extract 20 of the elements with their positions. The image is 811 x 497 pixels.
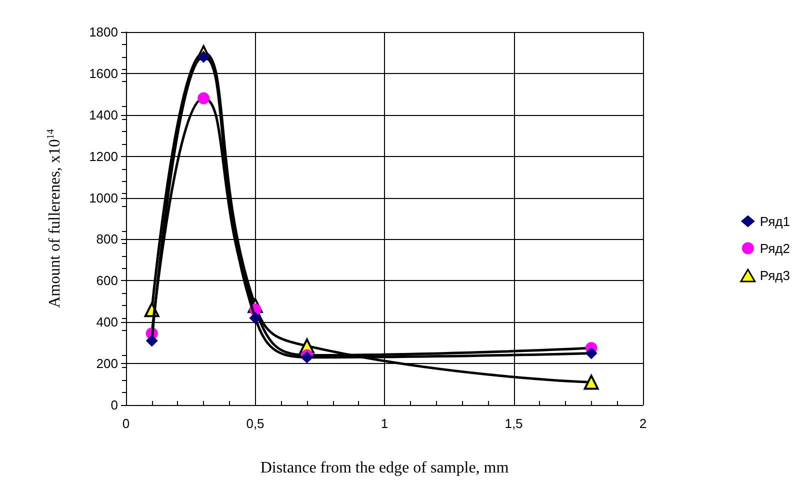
x-tick-label: 1 <box>380 416 388 431</box>
x-axis-title: Distance from the edge of sample, mm <box>260 460 510 476</box>
x-tick-label: 1,5 <box>504 416 523 431</box>
y-tick-label: 800 <box>96 232 118 247</box>
legend-label: Ряд3 <box>760 268 790 283</box>
y-tick-label: 200 <box>96 356 118 372</box>
x-tick-label: 0 <box>122 416 130 431</box>
x-tick-label: 2 <box>639 416 647 431</box>
legend-label: Ряд2 <box>760 240 790 256</box>
y-tick-label: 0 <box>110 398 118 412</box>
y-tick-label: 1200 <box>89 148 118 164</box>
y-axis-title: Amount of fullerenes, x1014 <box>46 129 64 308</box>
y-tick-label: 1600 <box>89 66 118 81</box>
y-tick-label: 400 <box>96 314 118 330</box>
y-tick-label: 1400 <box>89 107 118 122</box>
legend-label: Ряд1 <box>760 214 790 229</box>
y-tick-label: 1000 <box>89 190 118 206</box>
y-tick-label: 600 <box>96 273 118 288</box>
x-tick-label: 0,5 <box>246 416 264 431</box>
y-tick-label: 1800 <box>89 24 118 40</box>
